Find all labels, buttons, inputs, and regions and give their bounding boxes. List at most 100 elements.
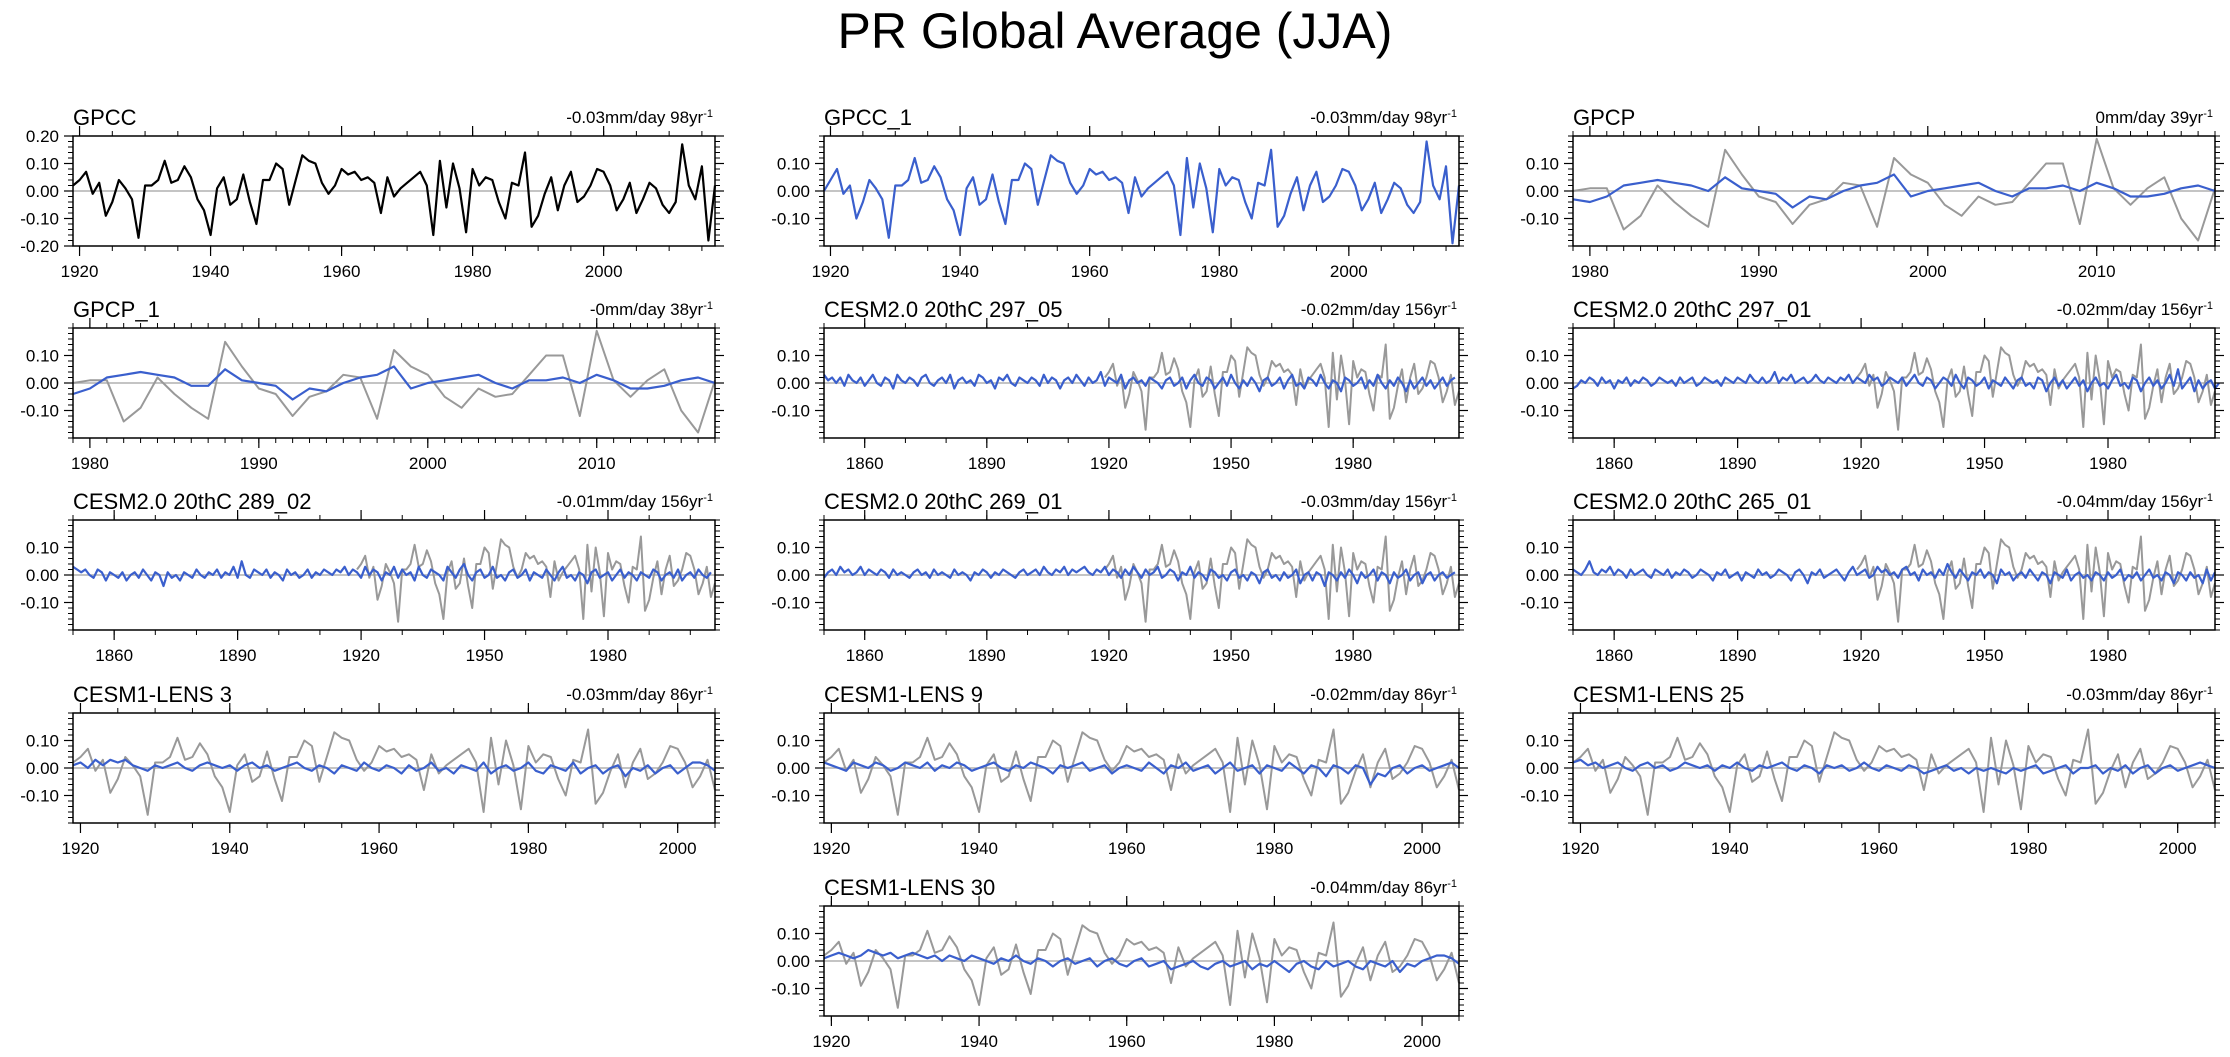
- series-line-obs: [72, 143, 717, 242]
- series-line-model: [72, 758, 716, 778]
- series-line-reference: [1572, 728, 2216, 816]
- x-tick-label: 1860: [95, 646, 133, 665]
- panel-title: CESM2.0 20thC 265_01: [1573, 489, 1812, 514]
- x-tick-label: 1980: [1200, 262, 1238, 281]
- chart-panel: CESM1-LENS 25 -0.03mm/day 86yr-1 0.10 0.00 -…: [1520, 682, 2224, 858]
- x-tick-label: 1940: [941, 262, 979, 281]
- panel-trend-exponent: -1: [1447, 685, 1457, 697]
- chart-panel: CESM2.0 20thC 265_01 -0.04mm/day 156yr-1 0…: [1520, 489, 2224, 665]
- y-tick-label: 0.00: [1526, 759, 1559, 778]
- y-tick-label: -0.10: [771, 980, 810, 999]
- x-tick-label: 1890: [1719, 646, 1757, 665]
- y-tick-label: 0.00: [1526, 374, 1559, 393]
- x-tick-label: 1950: [1966, 646, 2004, 665]
- panel-trend: -0.04mm/day 86yr-1: [1310, 878, 1457, 897]
- panel-trend-exponent: -1: [1447, 492, 1457, 504]
- series-line-model: [72, 560, 712, 588]
- x-tick-label: 2000: [1909, 262, 1947, 281]
- panel-trend: 0mm/day 39yr-1: [2096, 108, 2213, 127]
- x-tick-label: 1860: [846, 646, 884, 665]
- x-tick-label: 2000: [659, 839, 697, 858]
- x-tick-label: 1990: [240, 454, 278, 473]
- x-tick-label: 1920: [812, 839, 850, 858]
- x-tick-label: 1940: [211, 839, 249, 858]
- series-line-model: [823, 761, 1460, 786]
- y-tick-label: -0.10: [20, 594, 59, 613]
- y-tick-label: 0.20: [26, 127, 59, 146]
- panel-trend: -0.03mm/day 86yr-1: [566, 685, 713, 704]
- y-tick-label: 0.00: [777, 374, 810, 393]
- y-tick-label: 0.10: [26, 539, 59, 558]
- panel-title: CESM1-LENS 3: [73, 682, 232, 707]
- x-tick-label: 1980: [1334, 454, 1372, 473]
- series-line-reference: [72, 329, 716, 434]
- x-tick-label: 1960: [1071, 262, 1109, 281]
- x-tick-label: 1940: [192, 262, 230, 281]
- x-tick-label: 1890: [219, 646, 257, 665]
- chart-panel: CESM2.0 20thC 297_05 -0.02mm/day 156yr-1 0…: [771, 297, 1468, 473]
- panel-trend: -0.01mm/day 156yr-1: [557, 492, 713, 511]
- series-line-reference: [1572, 137, 2216, 242]
- panel-trend: -0.03mm/day 98yr-1: [566, 108, 713, 127]
- x-tick-label: 1920: [61, 262, 99, 281]
- panel-trend-exponent: -1: [703, 492, 713, 504]
- y-tick-label: 0.10: [777, 539, 810, 558]
- y-tick-label: 0.00: [777, 566, 810, 585]
- panel-trend: -0.03mm/day 86yr-1: [2066, 685, 2213, 704]
- x-tick-label: 1860: [1595, 646, 1633, 665]
- chart-panel: CESM1-LENS 9 -0.02mm/day 86yr-1 0.10 0.00 -0…: [771, 682, 1468, 858]
- x-tick-label: 1980: [2089, 646, 2127, 665]
- y-tick-label: -0.10: [771, 594, 810, 613]
- x-tick-label: 1980: [509, 839, 547, 858]
- series-line-model: [1572, 173, 2216, 209]
- series-line-model: [823, 140, 1461, 245]
- y-tick-label: 0.00: [777, 759, 810, 778]
- y-tick-label: -0.20: [20, 237, 59, 256]
- series-line-model: [1572, 560, 2216, 585]
- y-tick-label: -0.10: [20, 402, 59, 421]
- panel-trend-exponent: -1: [1447, 300, 1457, 312]
- series-line-model: [823, 565, 1456, 588]
- panel-trend-exponent: -1: [2203, 300, 2213, 312]
- x-tick-label: 2010: [2078, 262, 2116, 281]
- series-line-reference: [1856, 343, 2216, 431]
- y-tick-label: 0.10: [1526, 347, 1559, 366]
- panel-title: CESM1-LENS 9: [824, 682, 983, 707]
- y-tick-label: -0.10: [771, 402, 810, 421]
- x-tick-label: 1960: [1860, 839, 1898, 858]
- x-tick-label: 1980: [2009, 839, 2047, 858]
- panel-title: CESM2.0 20thC 289_02: [73, 489, 312, 514]
- y-tick-label: 0.10: [777, 347, 810, 366]
- y-tick-label: 0.10: [777, 732, 810, 751]
- panel-trend-exponent: -1: [1447, 108, 1457, 120]
- x-tick-label: 2000: [2159, 839, 2197, 858]
- chart-panel: CESM2.0 20thC 269_01 -0.03mm/day 156yr-1 0…: [771, 489, 1468, 665]
- y-tick-label: 0.00: [777, 952, 810, 971]
- y-tick-label: -0.10: [20, 787, 59, 806]
- panel-trend: -0.04mm/day 156yr-1: [2057, 492, 2213, 511]
- x-tick-label: 1960: [360, 839, 398, 858]
- panel-trend: -0.03mm/day 98yr-1: [1310, 108, 1457, 127]
- x-tick-label: 1860: [1595, 454, 1633, 473]
- y-tick-label: 0.10: [777, 925, 810, 944]
- x-tick-label: 2000: [1403, 839, 1441, 858]
- series-line-model: [1572, 758, 2216, 775]
- y-tick-label: 0.00: [26, 566, 59, 585]
- panel-trend: -0mm/day 38yr-1: [590, 300, 713, 319]
- y-tick-label: 0.10: [26, 732, 59, 751]
- series-line-model: [1572, 368, 2220, 393]
- panel-title: GPCP_1: [73, 297, 160, 322]
- x-tick-label: 1950: [466, 646, 504, 665]
- x-tick-label: 1980: [589, 646, 627, 665]
- x-tick-label: 1940: [960, 839, 998, 858]
- x-tick-label: 1950: [1212, 646, 1250, 665]
- panel-trend: -0.02mm/day 156yr-1: [2057, 300, 2213, 319]
- panel-trend-exponent: -1: [2203, 685, 2213, 697]
- series-line-model: [823, 370, 1456, 393]
- x-tick-label: 1920: [1842, 454, 1880, 473]
- x-tick-label: 1960: [1108, 1032, 1146, 1051]
- panel-trend-exponent: -1: [703, 685, 713, 697]
- panel-title: CESM1-LENS 30: [824, 875, 995, 900]
- panel-title: CESM2.0 20thC 297_01: [1573, 297, 1812, 322]
- x-tick-label: 1940: [1711, 839, 1749, 858]
